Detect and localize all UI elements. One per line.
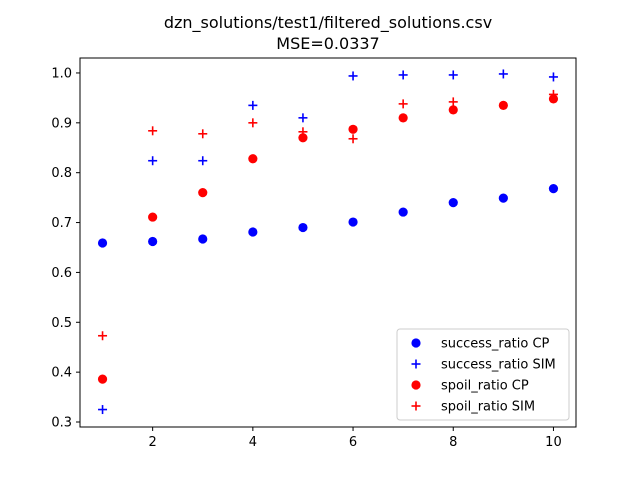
data-point <box>248 227 258 237</box>
data-point <box>448 97 458 107</box>
data-point <box>148 156 158 166</box>
data-point <box>198 129 208 139</box>
y-tick-label: 0.3 <box>51 416 72 431</box>
data-point <box>448 105 458 115</box>
data-point <box>498 100 508 110</box>
data-point <box>448 70 458 80</box>
y-tick-label: 0.5 <box>51 316 72 331</box>
x-tick-label: 8 <box>449 435 457 450</box>
series-1 <box>98 69 558 415</box>
data-point <box>198 234 208 244</box>
data-point <box>148 126 158 136</box>
data-point <box>348 124 358 134</box>
data-point <box>97 238 108 248</box>
legend-marker <box>411 338 421 348</box>
data-point <box>498 193 508 203</box>
data-point <box>248 154 258 164</box>
legend-label: spoil_ratio CP <box>441 379 529 394</box>
legend-entry: success_ratio CP <box>411 337 550 352</box>
data-point <box>498 69 508 79</box>
data-point <box>398 207 408 217</box>
data-point <box>398 113 408 123</box>
data-point <box>398 70 408 80</box>
chart-subtitle: MSE=0.0337 <box>276 34 379 53</box>
data-point <box>298 222 308 233</box>
series-2 <box>97 94 559 384</box>
y-tick-label: 0.6 <box>51 266 72 281</box>
data-point <box>97 374 108 384</box>
x-tick-label: 4 <box>249 435 257 450</box>
data-point <box>298 113 308 123</box>
y-tick-label: 0.4 <box>51 366 72 381</box>
data-point <box>98 331 108 341</box>
data-point <box>448 198 458 208</box>
data-point <box>348 71 358 81</box>
y-tick-label: 0.9 <box>51 116 72 131</box>
data-point <box>348 134 358 144</box>
axes: 2 4 6 8 10 0.3 0.4 0.5 0.6 0.7 0.8 0.9 1.0 <box>51 57 577 450</box>
data-point <box>198 156 208 166</box>
series-3 <box>98 89 558 341</box>
data-point <box>348 217 358 227</box>
legend-box <box>396 328 570 421</box>
series-0 <box>97 184 559 248</box>
legend-entry: spoil_ratio CP <box>411 379 529 394</box>
data-point <box>248 118 258 128</box>
x-tick-label: 2 <box>149 435 157 450</box>
x-tick-label: 10 <box>545 435 562 450</box>
data-point <box>548 89 558 99</box>
plot-area <box>97 69 559 415</box>
legend: success_ratio CP success_ratio SIM spoil_r… <box>396 328 570 421</box>
y-tick-label: 0.7 <box>51 216 72 231</box>
legend-marker <box>411 380 421 390</box>
data-point <box>198 188 208 198</box>
data-point <box>148 236 158 247</box>
legend-label: success_ratio SIM <box>441 358 556 373</box>
legend-marker <box>411 359 421 369</box>
data-point <box>298 133 308 143</box>
legend-label: success_ratio CP <box>441 337 550 352</box>
data-point <box>148 212 158 222</box>
y-tick-label: 0.8 <box>51 166 72 181</box>
legend-entry: success_ratio SIM <box>411 358 556 373</box>
data-point <box>298 127 308 137</box>
legend-entry: spoil_ratio SIM <box>411 400 535 415</box>
data-point <box>248 100 258 110</box>
data-point <box>548 184 559 194</box>
data-point <box>548 72 558 82</box>
legend-label: spoil_ratio SIM <box>441 400 535 415</box>
data-point <box>98 405 108 415</box>
y-tick-label: 1.0 <box>51 66 72 81</box>
axes-frame <box>79 57 577 428</box>
x-tick-label: 6 <box>349 435 357 450</box>
data-point <box>398 99 408 109</box>
legend-marker <box>411 401 421 411</box>
chart-title: dzn_solutions/test1/filtered_solutions.c… <box>164 13 492 33</box>
